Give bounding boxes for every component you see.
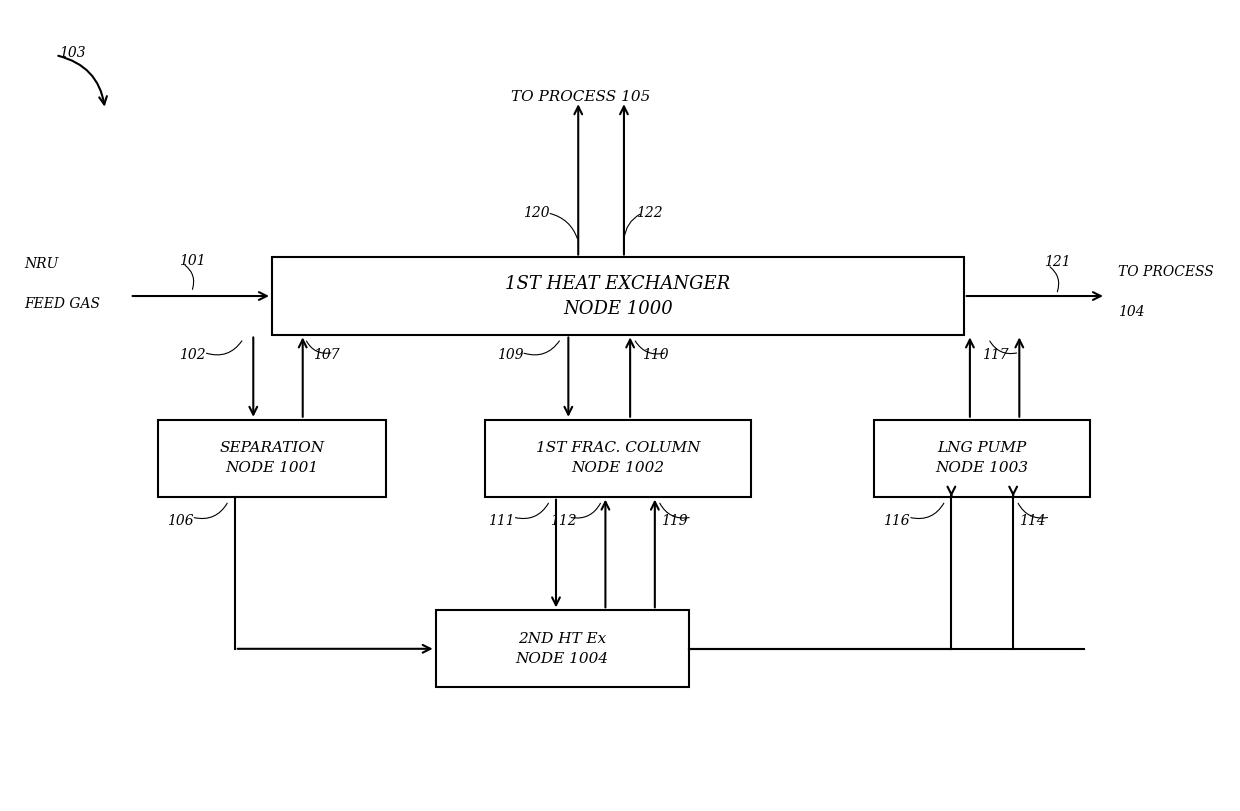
Text: 1ST FRAC. COLUMN
NODE 1002: 1ST FRAC. COLUMN NODE 1002 [536, 441, 701, 475]
FancyBboxPatch shape [157, 420, 386, 496]
Text: 122: 122 [636, 206, 663, 220]
FancyBboxPatch shape [485, 420, 750, 496]
Text: 109: 109 [497, 348, 523, 362]
Text: 117: 117 [982, 348, 1009, 362]
Text: 110: 110 [642, 348, 670, 362]
Text: 112: 112 [549, 514, 577, 528]
Text: 116: 116 [883, 514, 910, 528]
Text: 121: 121 [1044, 255, 1070, 269]
Text: 102: 102 [179, 348, 206, 362]
Text: 103: 103 [60, 45, 86, 60]
FancyBboxPatch shape [435, 610, 688, 687]
Text: 106: 106 [167, 514, 193, 528]
Text: 119: 119 [661, 514, 688, 528]
Text: 120: 120 [522, 206, 549, 220]
Text: SEPARATION
NODE 1001: SEPARATION NODE 1001 [219, 441, 325, 475]
Text: 111: 111 [489, 514, 515, 528]
Text: FEED GAS: FEED GAS [25, 297, 100, 311]
Text: 107: 107 [312, 348, 340, 362]
Text: TO PROCESS: TO PROCESS [1118, 264, 1214, 279]
Text: 101: 101 [179, 254, 206, 268]
Text: LNG PUMP
NODE 1003: LNG PUMP NODE 1003 [936, 441, 1029, 475]
FancyBboxPatch shape [272, 257, 963, 334]
Text: TO PROCESS 105: TO PROCESS 105 [511, 90, 651, 105]
Text: 114: 114 [1019, 514, 1047, 528]
Text: NRU: NRU [25, 256, 60, 271]
Text: 1ST HEAT EXCHANGER
NODE 1000: 1ST HEAT EXCHANGER NODE 1000 [505, 274, 730, 318]
Text: 104: 104 [1118, 305, 1145, 320]
Text: 2ND HT Ex
NODE 1004: 2ND HT Ex NODE 1004 [516, 632, 609, 666]
FancyBboxPatch shape [874, 420, 1090, 496]
